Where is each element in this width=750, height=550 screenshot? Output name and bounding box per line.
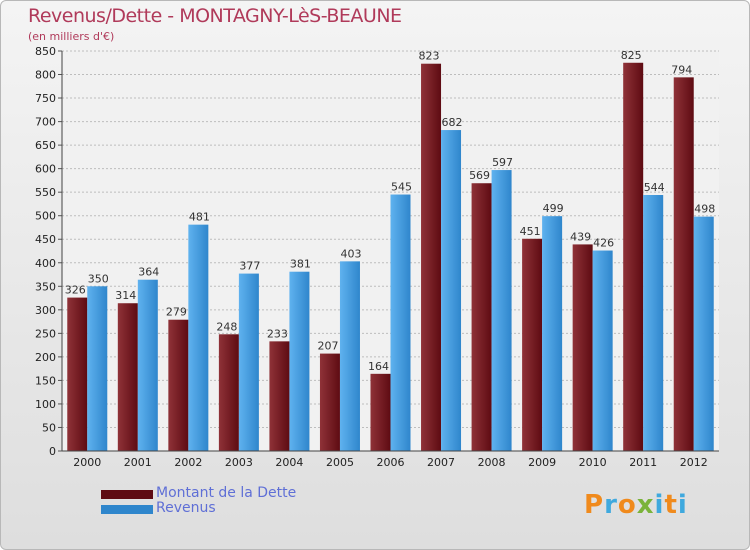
x-tick-label: 2001 xyxy=(124,456,152,469)
bar-debt xyxy=(168,319,189,451)
y-tick-label: 500 xyxy=(35,210,56,223)
bar-revenue xyxy=(441,130,462,451)
data-label-debt: 451 xyxy=(520,225,541,238)
bar-debt xyxy=(522,238,543,451)
x-tick-label: 2004 xyxy=(275,456,303,469)
bar-revenue xyxy=(542,216,563,451)
bar-debt xyxy=(67,297,88,451)
data-label-revenue: 481 xyxy=(189,211,210,224)
x-tick-label: 2006 xyxy=(377,456,405,469)
data-label-debt: 207 xyxy=(317,340,338,353)
data-label-revenue: 377 xyxy=(239,260,260,273)
legend-label-debt: Montant de la Dette xyxy=(156,485,297,501)
y-tick-label: 250 xyxy=(35,327,56,340)
logo-letter: o xyxy=(617,490,637,520)
chart-title: Revenus/Dette - MONTAGNY-LèS-BEAUNE xyxy=(28,5,402,27)
logo-letter: r xyxy=(604,490,618,520)
x-tick-label: 2012 xyxy=(680,456,708,469)
x-tick-label: 2010 xyxy=(579,456,607,469)
bar-debt xyxy=(319,353,340,451)
y-tick-label: 650 xyxy=(35,139,56,152)
data-label-debt: 233 xyxy=(267,327,288,340)
y-tick-label: 400 xyxy=(35,257,56,270)
bar-debt xyxy=(572,244,593,451)
y-tick-label: 550 xyxy=(35,186,56,199)
data-label-debt: 794 xyxy=(671,63,692,76)
data-label-debt: 164 xyxy=(368,360,389,373)
y-tick-label: 300 xyxy=(35,304,56,317)
logo-letter: i xyxy=(654,490,665,520)
data-label-revenue: 682 xyxy=(442,116,463,129)
y-tick-label: 50 xyxy=(42,421,56,434)
x-tick-label: 2002 xyxy=(174,456,202,469)
logo-letter: x xyxy=(636,490,655,520)
proxiti-logo: Proxiti xyxy=(584,490,688,520)
x-tick-label: 2008 xyxy=(478,456,506,469)
data-label-debt: 314 xyxy=(115,289,136,302)
bar-revenue xyxy=(137,279,158,451)
data-label-debt: 569 xyxy=(469,169,490,182)
y-tick-label: 600 xyxy=(35,163,56,176)
data-label-revenue: 597 xyxy=(492,156,513,169)
bar-revenue xyxy=(390,194,411,451)
bar-debt xyxy=(269,341,290,451)
legend-swatch-revenue xyxy=(101,505,153,514)
bar-revenue xyxy=(491,170,512,451)
bar-debt xyxy=(117,303,138,451)
data-label-revenue: 364 xyxy=(138,266,159,279)
chart-subtitle: (en milliers d'€) xyxy=(28,30,115,43)
data-label-revenue: 499 xyxy=(543,202,564,215)
y-tick-label: 150 xyxy=(35,374,56,387)
bar-debt xyxy=(218,334,239,451)
data-label-revenue: 544 xyxy=(644,181,665,194)
legend-swatch-debt xyxy=(101,490,153,499)
bar-revenue xyxy=(693,216,714,451)
y-tick-label: 350 xyxy=(35,280,56,293)
bar-debt xyxy=(421,63,442,452)
y-tick-label: 0 xyxy=(49,445,56,458)
logo-letter: t xyxy=(664,490,678,520)
data-label-debt: 248 xyxy=(216,320,237,333)
y-tick-label: 450 xyxy=(35,233,56,246)
bar-revenue xyxy=(339,261,360,451)
bar-debt xyxy=(370,373,391,451)
bar-debt xyxy=(673,77,694,452)
y-tick-label: 750 xyxy=(35,92,56,105)
data-label-revenue: 381 xyxy=(290,258,311,271)
y-tick-label: 800 xyxy=(35,69,56,82)
y-tick-label: 200 xyxy=(35,351,56,364)
y-tick-label: 100 xyxy=(35,398,56,411)
x-tick-label: 2003 xyxy=(225,456,253,469)
data-label-revenue: 426 xyxy=(593,237,614,250)
bar-debt xyxy=(623,62,644,451)
bar-revenue xyxy=(289,271,310,451)
data-label-debt: 279 xyxy=(166,306,187,319)
x-tick-label: 2009 xyxy=(528,456,556,469)
legend-label-revenue: Revenus xyxy=(156,500,216,516)
bar-revenue xyxy=(188,224,209,451)
x-tick-label: 2007 xyxy=(427,456,455,469)
logo-letter: P xyxy=(584,490,605,520)
data-label-debt: 326 xyxy=(65,284,86,297)
bar-revenue xyxy=(238,273,259,451)
x-tick-label: 2000 xyxy=(73,456,101,469)
bar-revenue xyxy=(87,286,108,451)
data-label-debt: 439 xyxy=(570,230,591,243)
data-label-revenue: 350 xyxy=(88,272,109,285)
logo-letter: i xyxy=(677,490,688,520)
x-tick-label: 2011 xyxy=(629,456,657,469)
data-label-revenue: 498 xyxy=(694,203,715,216)
y-tick-label: 850 xyxy=(35,45,56,58)
data-label-debt: 825 xyxy=(621,49,642,62)
bar-revenue xyxy=(592,250,613,451)
data-label-revenue: 403 xyxy=(340,247,361,260)
bar-debt xyxy=(471,183,492,451)
data-label-debt: 823 xyxy=(419,50,440,63)
x-tick-label: 2005 xyxy=(326,456,354,469)
y-tick-label: 700 xyxy=(35,116,56,129)
data-label-revenue: 545 xyxy=(391,181,412,194)
bar-revenue xyxy=(643,195,664,451)
